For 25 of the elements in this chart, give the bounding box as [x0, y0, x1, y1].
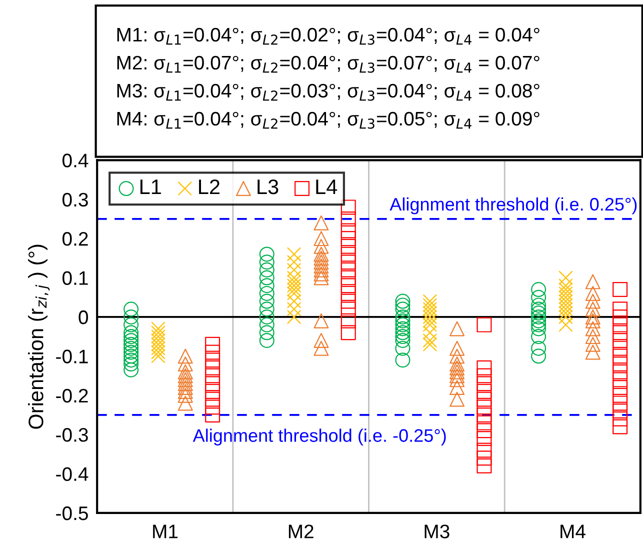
- y-tick-label: 0.1: [62, 271, 88, 285]
- y-tick-label: 0.2: [62, 232, 88, 246]
- y-tick-label: 0.3: [62, 192, 88, 207]
- ref-line-label: Alignment threshold (i.e. -0.25°): [192, 428, 446, 446]
- x-tick-label: M2: [288, 524, 314, 538]
- text: M4: σ$_{L1}$=0.04°; σ$_{L2}$=0.04°; σ$_{L3}$=0.05°; σ$_{L4}$ = 0.09°: [117, 112, 540, 129]
- text: M2: σ$_{L1}$=0.07°; σ$_{L2}$=0.04°; σ$_{L3}$=0.07°; σ$_{L4}$ = 0.07°: [117, 56, 540, 73]
- legend-label: L2: [199, 179, 220, 194]
- x-tick-label: M3: [424, 524, 450, 538]
- y-tick-label: -0.1: [56, 350, 88, 364]
- text: M1: σ$_{L1}$=0.04°; σ$_{L2}$=0.02°; σ$_{L3}$=0.04°; σ$_{L4}$ = 0.04°: [117, 28, 540, 45]
- y-axis-title: Orientation (r$_{zi,j}$ ) (°): [28, 244, 50, 429]
- y-tick-label: -0.2: [56, 388, 88, 403]
- legend-label: L1: [140, 180, 161, 194]
- text: M3: σ$_{L1}$=0.04°; σ$_{L2}$=0.03°; σ$_{L3}$=0.04°; σ$_{L4}$ = 0.08°: [117, 84, 540, 101]
- legend-label: L4: [316, 180, 338, 194]
- y-tick-label: 0.4: [62, 154, 88, 168]
- x-tick-label: M1: [153, 524, 178, 538]
- legend-label: L3: [258, 179, 278, 194]
- x-tick-label: M4: [560, 524, 586, 538]
- y-tick-label: 0: [78, 310, 88, 324]
- ref-line-label: Alignment threshold (i.e. 0.25°): [390, 197, 637, 214]
- y-tick-label: -0.4: [56, 467, 88, 481]
- y-tick-label: -0.3: [56, 428, 88, 442]
- y-tick-label: -0.5: [56, 506, 88, 520]
